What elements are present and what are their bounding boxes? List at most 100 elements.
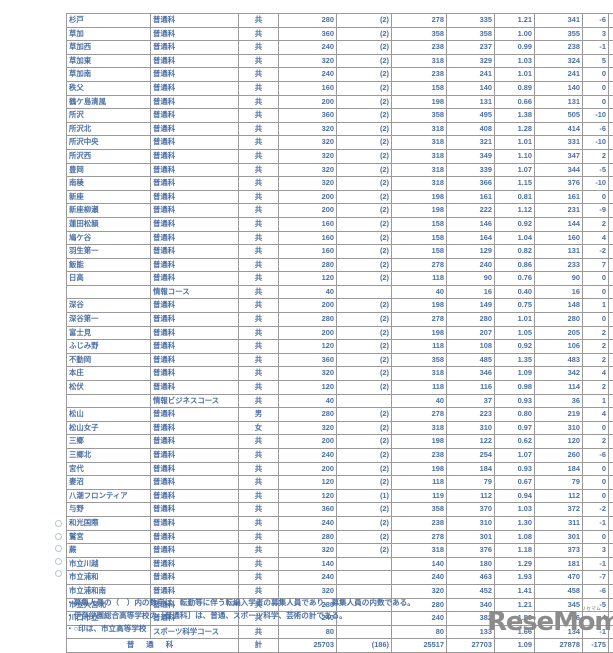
capacity-cell: 120 bbox=[279, 340, 337, 354]
applicants-cell: 222 bbox=[447, 204, 495, 218]
difference-cell: -10 bbox=[583, 109, 609, 123]
sex-cell: 共 bbox=[239, 340, 279, 354]
capacity-cell: 160 bbox=[279, 245, 337, 259]
confirmed-applicants-cell: 160 bbox=[535, 231, 583, 245]
previous-rate-cell: 0.80 bbox=[609, 245, 613, 259]
transfer-quota-cell: (2) bbox=[337, 136, 392, 150]
rate-cell: 0.75 bbox=[495, 299, 535, 313]
capacity-cell: 140 bbox=[279, 557, 337, 571]
previous-rate-cell: 1.05 bbox=[609, 258, 613, 272]
course-name-cell: 普通科 bbox=[151, 503, 239, 517]
sex-cell: 共 bbox=[239, 245, 279, 259]
difference-cell: -1 bbox=[583, 41, 609, 55]
previous-rate-cell: 1.33 bbox=[609, 177, 613, 191]
confirmed-applicants-cell: 331 bbox=[535, 136, 583, 150]
transfer-quota-cell: (2) bbox=[337, 544, 392, 558]
school-name-cell: 鷲宮 bbox=[67, 530, 151, 544]
municipal-school-circle-icon bbox=[55, 545, 62, 552]
municipal-school-circle-icon bbox=[55, 558, 62, 565]
previous-rate-cell: 1.13 bbox=[609, 381, 613, 395]
difference-cell: 0 bbox=[583, 313, 609, 327]
sex-cell: 共 bbox=[239, 27, 279, 41]
confirmed-applicants-cell: 414 bbox=[535, 122, 583, 136]
capacity-cell: 320 bbox=[279, 149, 337, 163]
school-name-cell: 草加南 bbox=[67, 68, 151, 82]
transfer-quota-cell: (2) bbox=[337, 476, 392, 490]
difference-cell: -7 bbox=[583, 571, 609, 585]
confirmed-applicants-cell: 114 bbox=[535, 381, 583, 395]
applicants-cell: 329 bbox=[447, 54, 495, 68]
confirmed-applicants-cell: 341 bbox=[535, 14, 583, 28]
difference-cell: 4 bbox=[583, 231, 609, 245]
difference-cell: -2 bbox=[583, 503, 609, 517]
previous-rate-cell: 1.20 bbox=[609, 68, 613, 82]
confirmed-applicants-cell: 181 bbox=[535, 557, 583, 571]
previous-rate-cell: 1.09 bbox=[609, 27, 613, 41]
transfer-quota-cell: (2) bbox=[337, 54, 392, 68]
footnotes: ・募集人員の（ ）内の数字は、転勤等に伴う転編入学者の募集人員であり、募集人員の… bbox=[66, 596, 536, 635]
capacity-cell: 200 bbox=[279, 462, 337, 476]
sex-cell: 共 bbox=[239, 449, 279, 463]
capacity-cell: 360 bbox=[279, 503, 337, 517]
transfer-quota-cell: (1) bbox=[337, 489, 392, 503]
footnote-line: ・伊奈学園総合高等学校の［普通科］は、普通、スポーツ科学、芸術の計である。 bbox=[66, 609, 536, 622]
sex-cell: 共 bbox=[239, 313, 279, 327]
school-name-cell: 深谷第一 bbox=[67, 313, 151, 327]
sex-cell: 共 bbox=[239, 435, 279, 449]
net-capacity-cell: 198 bbox=[392, 299, 447, 313]
previous-rate-cell: 1.13 bbox=[609, 41, 613, 55]
difference-cell: -6 bbox=[583, 122, 609, 136]
difference-cell: 0 bbox=[583, 489, 609, 503]
course-name-cell: 普通科 bbox=[151, 95, 239, 109]
transfer-quota-cell: (2) bbox=[337, 95, 392, 109]
course-name-cell: 普通科 bbox=[151, 516, 239, 530]
previous-rate-cell: 1.11 bbox=[609, 421, 613, 435]
rate-cell: 1.03 bbox=[495, 503, 535, 517]
applicants-cell: 335 bbox=[447, 14, 495, 28]
difference-cell: -10 bbox=[583, 136, 609, 150]
difference-cell: -6 bbox=[583, 449, 609, 463]
